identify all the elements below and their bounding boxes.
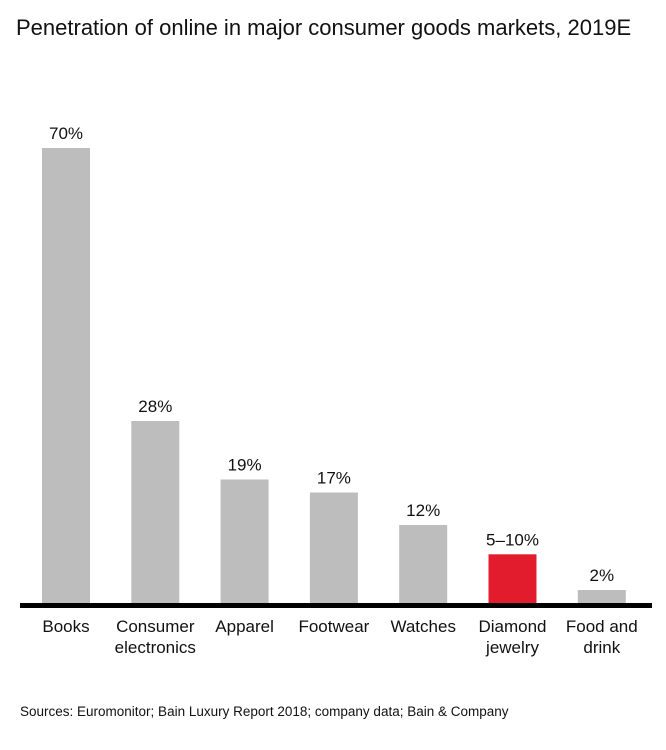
- bar: [577, 590, 626, 603]
- bar: [488, 554, 537, 604]
- category-label: Footwear: [298, 617, 369, 636]
- bar: [131, 421, 180, 603]
- bar-value-label: 70%: [49, 124, 83, 143]
- bar-value-label: 19%: [228, 456, 262, 475]
- bar: [220, 479, 269, 603]
- category-label: electronics: [115, 638, 196, 657]
- chart-title: Penetration of online in major consumer …: [16, 15, 632, 40]
- category-label: jewelry: [485, 638, 539, 657]
- category-label: Books: [42, 617, 89, 636]
- bar: [309, 492, 358, 603]
- bar: [399, 525, 448, 603]
- bar-value-label: 28%: [138, 397, 172, 416]
- category-label: Watches: [390, 617, 456, 636]
- category-label: Food and: [566, 617, 638, 636]
- category-label: Apparel: [215, 617, 274, 636]
- category-label: drink: [583, 638, 620, 657]
- bar-value-label: 12%: [406, 501, 440, 520]
- category-label: Diamond: [478, 617, 546, 636]
- bar-value-label: 17%: [317, 469, 351, 488]
- bar: [42, 148, 90, 603]
- bar-value-label: 5–10%: [486, 530, 539, 549]
- source-note: Sources: Euromonitor; Bain Luxury Report…: [20, 704, 509, 719]
- bar-value-label: 2%: [590, 566, 615, 585]
- x-axis-baseline: [20, 603, 652, 608]
- category-label: Consumer: [116, 617, 195, 636]
